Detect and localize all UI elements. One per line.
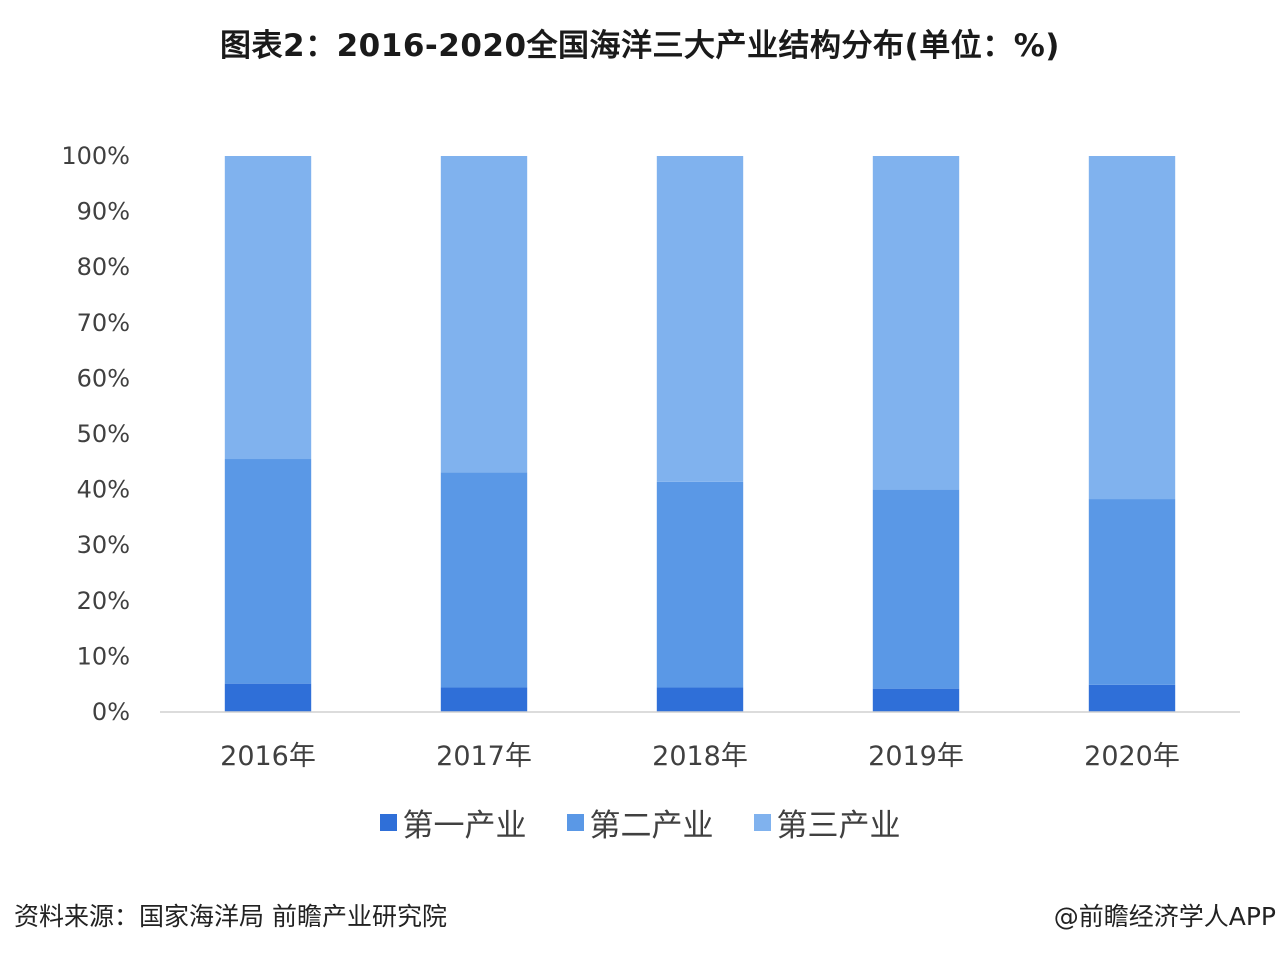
x-tick-label: 2018年 [652, 741, 748, 772]
bar-segment [656, 156, 744, 482]
x-axis: 2016年 2017年 2018年 2019年 2020年 [160, 711, 1240, 772]
legend-item: 第三产业 [753, 800, 901, 845]
bar-segment [1088, 499, 1176, 685]
x-tick-label: 2019年 [868, 741, 964, 772]
bar-segment [872, 489, 960, 689]
bar-segment [440, 687, 528, 712]
stacked-bar-chart: 0%10%20%30%40%50%60%70%80%90%100% 2016年 2… [61, 142, 1240, 772]
bar-segment [872, 688, 960, 712]
x-tick-label: 2020年 [1084, 741, 1180, 772]
bar-segment [440, 472, 528, 688]
legend-label: 第一产业 [402, 808, 527, 844]
y-tick-label: 90% [77, 198, 130, 226]
bar-segment [1088, 684, 1176, 712]
legend-item: 第二产业 [566, 800, 714, 845]
y-tick-label: 20% [77, 587, 130, 615]
y-tick-label: 80% [77, 253, 130, 281]
bar-group [224, 156, 1176, 712]
legend-swatch [566, 814, 584, 831]
bar-segment [224, 459, 312, 684]
bar-segment [656, 687, 744, 712]
y-tick-label: 70% [77, 309, 130, 337]
y-tick-label: 40% [77, 476, 130, 504]
bar-segment [224, 683, 312, 712]
bar-segment [440, 156, 528, 473]
legend-label: 第三产业 [776, 808, 901, 844]
bar-segment [224, 156, 312, 460]
credit-note: @前瞻经济学人APP [1053, 902, 1276, 931]
y-tick-label: 0% [92, 698, 130, 726]
source-note: 资料来源：国家海洋局 前瞻产业研究院 [14, 902, 447, 931]
y-tick-label: 100% [61, 142, 130, 170]
bar-segment [1088, 156, 1176, 500]
bar-segment [656, 481, 744, 688]
legend-swatch [753, 814, 771, 831]
y-tick-label: 50% [77, 420, 130, 448]
y-axis: 0% 10% 20% 30% 40% 50% 60% 70% 80% 90% 100% [61, 142, 130, 726]
legend-label: 第二产业 [589, 808, 714, 844]
y-tick-label: 30% [77, 531, 130, 559]
legend-item: 第一产业 [379, 800, 527, 845]
y-tick-label: 10% [77, 642, 130, 670]
chart-title: 图表2：2016-2020全国海洋三大产业结构分布(单位：%) [220, 28, 1060, 64]
x-tick-label: 2017年 [436, 741, 532, 772]
legend: 第一产业 第二产业 第三产业 [0, 800, 1280, 845]
x-tick-label: 2016年 [220, 741, 316, 772]
bar-segment [872, 156, 960, 490]
legend-swatch [379, 814, 397, 831]
y-tick-label: 60% [77, 364, 130, 392]
